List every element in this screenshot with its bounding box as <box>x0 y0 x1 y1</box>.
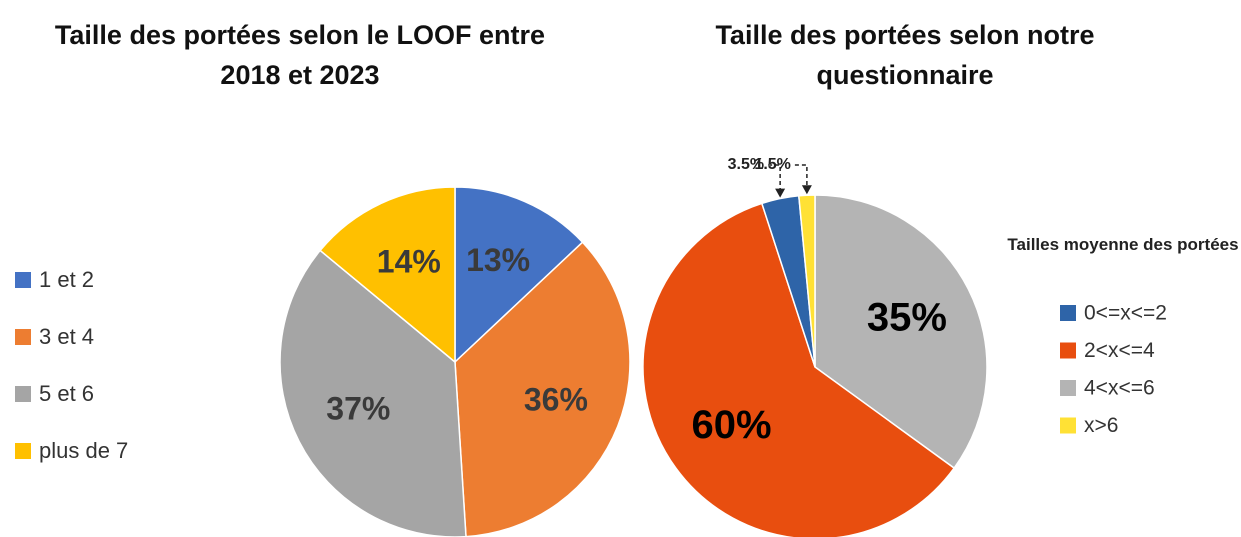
data-label: 1.5% <box>754 156 790 173</box>
legend-swatch <box>15 272 31 288</box>
legend-swatch <box>15 386 31 402</box>
pie-slice <box>454 241 631 537</box>
pie-slice <box>814 194 988 470</box>
data-label: 35% <box>867 296 947 340</box>
data-label: 13% <box>466 242 530 278</box>
legend-label: 4<x<=6 <box>1084 377 1155 400</box>
legend-swatch <box>1060 417 1076 434</box>
pie-slice <box>797 194 816 368</box>
leader-line <box>794 164 808 190</box>
pie-slice <box>642 202 956 537</box>
pie-slice <box>454 186 584 364</box>
legend-label: 5 et 6 <box>39 381 94 406</box>
legend-label: 0<=x<=2 <box>1084 302 1167 325</box>
data-label: 36% <box>524 381 588 417</box>
legend-label: 1 et 2 <box>39 267 94 292</box>
data-label: 37% <box>326 391 390 427</box>
legend-swatch <box>15 443 31 459</box>
legend-label: 2<x<=4 <box>1084 339 1155 362</box>
leader-line <box>768 164 781 193</box>
pie-slice <box>279 249 467 537</box>
legend-title: Tailles moyenne des portées <box>1007 235 1239 254</box>
legend-label: 3 et 4 <box>39 324 94 349</box>
pie-slice <box>319 186 456 364</box>
data-label: 60% <box>691 403 771 447</box>
legend-label: plus de 7 <box>39 438 128 463</box>
leader-arrow <box>801 185 812 195</box>
legend-swatch <box>15 329 31 345</box>
legend-swatch <box>1060 305 1076 321</box>
legend-swatch <box>1060 342 1076 359</box>
chart-title: Taille des portées selon notre questionn… <box>715 20 1095 90</box>
leader-arrow <box>775 188 786 198</box>
data-label: 3.5% <box>728 156 764 173</box>
legend-swatch <box>1060 380 1076 396</box>
data-label: 14% <box>377 243 441 279</box>
legend-label: x>6 <box>1084 414 1118 437</box>
chart-title: Taille des portées selon le LOOF entre 2… <box>54 20 546 90</box>
